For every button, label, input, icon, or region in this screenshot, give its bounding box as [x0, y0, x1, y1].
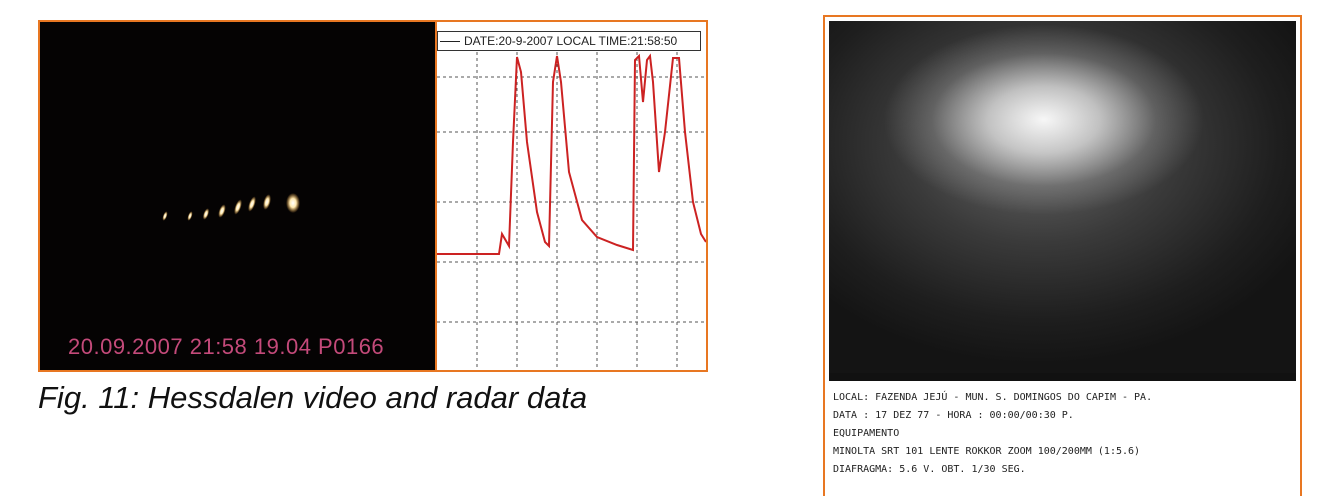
radar-plot: DATE:20-9-2007 LOCAL TIME:21:58:50: [437, 22, 706, 370]
photo-panel: LOCAL: FAZENDA JEJÚ - MUN. S. DOMINGOS D…: [823, 15, 1302, 496]
light-blob: [286, 193, 300, 213]
handwritten-notes: LOCAL: FAZENDA JEJÚ - MUN. S. DOMINGOS D…: [833, 389, 1293, 479]
radar-grid: [437, 52, 706, 370]
note-line: DIAFRAGMA: 5.6 V. OBT. 1/30 SEG.: [833, 464, 1026, 475]
legend-line: [440, 41, 460, 43]
video-timestamp: 20.09.2007 21:58 19.04 P0166: [68, 334, 385, 359]
light-blob: [202, 208, 210, 220]
light-blob: [248, 196, 256, 212]
radar-header: DATE:20-9-2007 LOCAL TIME:21:58:50: [437, 31, 701, 51]
light-blob: [218, 204, 226, 218]
radar-trace: [437, 53, 706, 255]
note-line: MINOLTA SRT 101 LENTE ROKKOR ZOOM 100/20…: [833, 446, 1141, 457]
figure-11-panel: 20.09.2007 21:58 19.04 P0166 DATE:20-9-2…: [38, 20, 708, 372]
note-line: EQUIPAMENTO: [833, 428, 900, 439]
radar-header-text: DATE:20-9-2007 LOCAL TIME:21:58:50: [464, 34, 678, 48]
light-blob: [234, 199, 242, 215]
note-line: DATA : 17 DEZ 77 - HORA : 00:00/00:30 P.: [833, 410, 1074, 421]
note-line: LOCAL: FAZENDA JEJÚ - MUN. S. DOMINGOS D…: [833, 392, 1153, 403]
light-blob: [187, 211, 193, 221]
video-frame: 20.09.2007 21:58 19.04 P0166: [40, 22, 435, 370]
light-blob: [263, 194, 271, 210]
night-sky-photo: [829, 21, 1296, 373]
panel-divider: [435, 22, 437, 370]
light-trail: [162, 193, 300, 221]
figure-caption: Fig. 11: Hessdalen video and radar data: [38, 380, 588, 415]
photo-border: [829, 373, 1296, 381]
light-blob: [162, 211, 168, 221]
